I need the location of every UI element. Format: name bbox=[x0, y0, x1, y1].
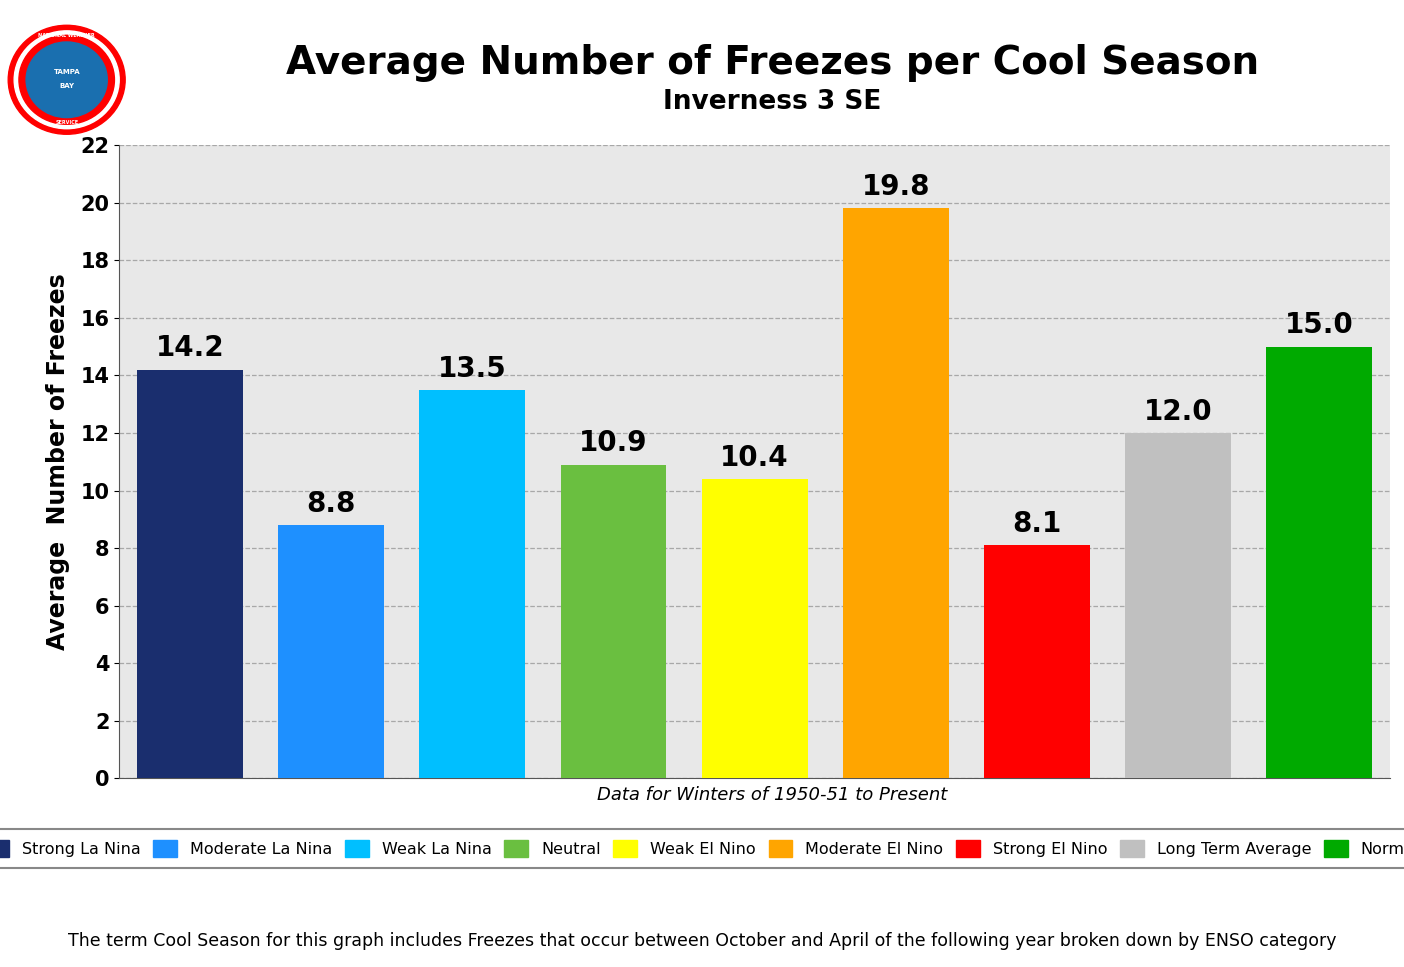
Bar bbox=[1125, 433, 1231, 778]
Bar bbox=[278, 525, 385, 778]
Text: TAMPA: TAMPA bbox=[53, 69, 80, 75]
Text: 10.4: 10.4 bbox=[720, 444, 789, 472]
Text: 13.5: 13.5 bbox=[438, 355, 507, 383]
Text: 15.0: 15.0 bbox=[1285, 311, 1353, 339]
Circle shape bbox=[8, 25, 125, 134]
Bar bbox=[560, 464, 667, 778]
Text: 14.2: 14.2 bbox=[156, 335, 225, 363]
Text: The term Cool Season for this graph includes Freezes that occur between October : The term Cool Season for this graph incl… bbox=[67, 931, 1337, 950]
Circle shape bbox=[27, 42, 107, 118]
Circle shape bbox=[20, 35, 115, 124]
Circle shape bbox=[14, 31, 119, 129]
Text: 8.1: 8.1 bbox=[1012, 510, 1061, 538]
Text: 19.8: 19.8 bbox=[862, 173, 929, 201]
Text: 12.0: 12.0 bbox=[1144, 397, 1213, 425]
Text: BAY: BAY bbox=[59, 83, 74, 90]
Text: 8.8: 8.8 bbox=[306, 490, 355, 518]
Text: Data for Winters of 1950-51 to Present: Data for Winters of 1950-51 to Present bbox=[597, 786, 948, 804]
Bar bbox=[842, 208, 949, 778]
Text: SERVICE: SERVICE bbox=[55, 120, 79, 125]
Bar bbox=[138, 369, 243, 778]
Text: NATIONAL WEATHER: NATIONAL WEATHER bbox=[38, 33, 95, 38]
Text: Average Number of Freezes per Cool Season: Average Number of Freezes per Cool Seaso… bbox=[285, 44, 1259, 82]
Legend: Strong La Nina, Moderate La Nina, Weak La Nina, Neutral, Weak El Nino, Moderate : Strong La Nina, Moderate La Nina, Weak L… bbox=[0, 829, 1404, 868]
Text: Inverness 3 SE: Inverness 3 SE bbox=[663, 89, 882, 114]
Bar bbox=[984, 545, 1090, 778]
Bar bbox=[1266, 346, 1372, 778]
Bar bbox=[420, 390, 525, 778]
Bar bbox=[702, 479, 807, 778]
Text: 10.9: 10.9 bbox=[580, 429, 647, 457]
Y-axis label: Average  Number of Freezes: Average Number of Freezes bbox=[45, 274, 70, 650]
